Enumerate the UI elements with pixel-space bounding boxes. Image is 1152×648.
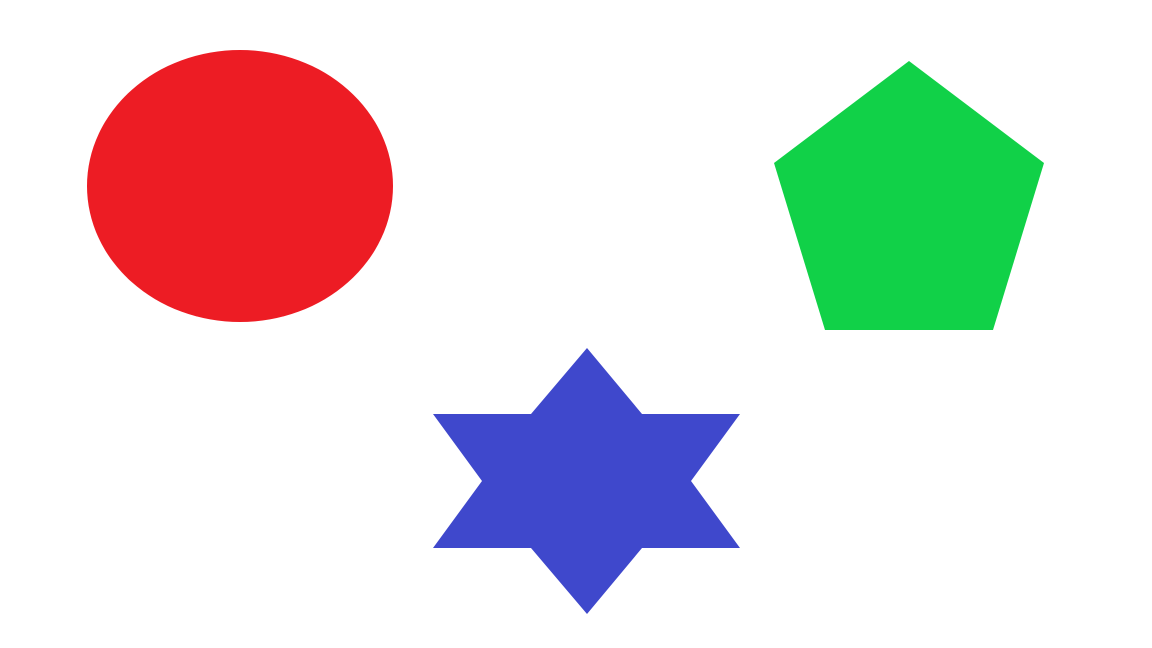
red-ellipse — [87, 50, 393, 322]
blue-hexagram — [433, 348, 740, 614]
green-pentagon — [774, 61, 1044, 330]
